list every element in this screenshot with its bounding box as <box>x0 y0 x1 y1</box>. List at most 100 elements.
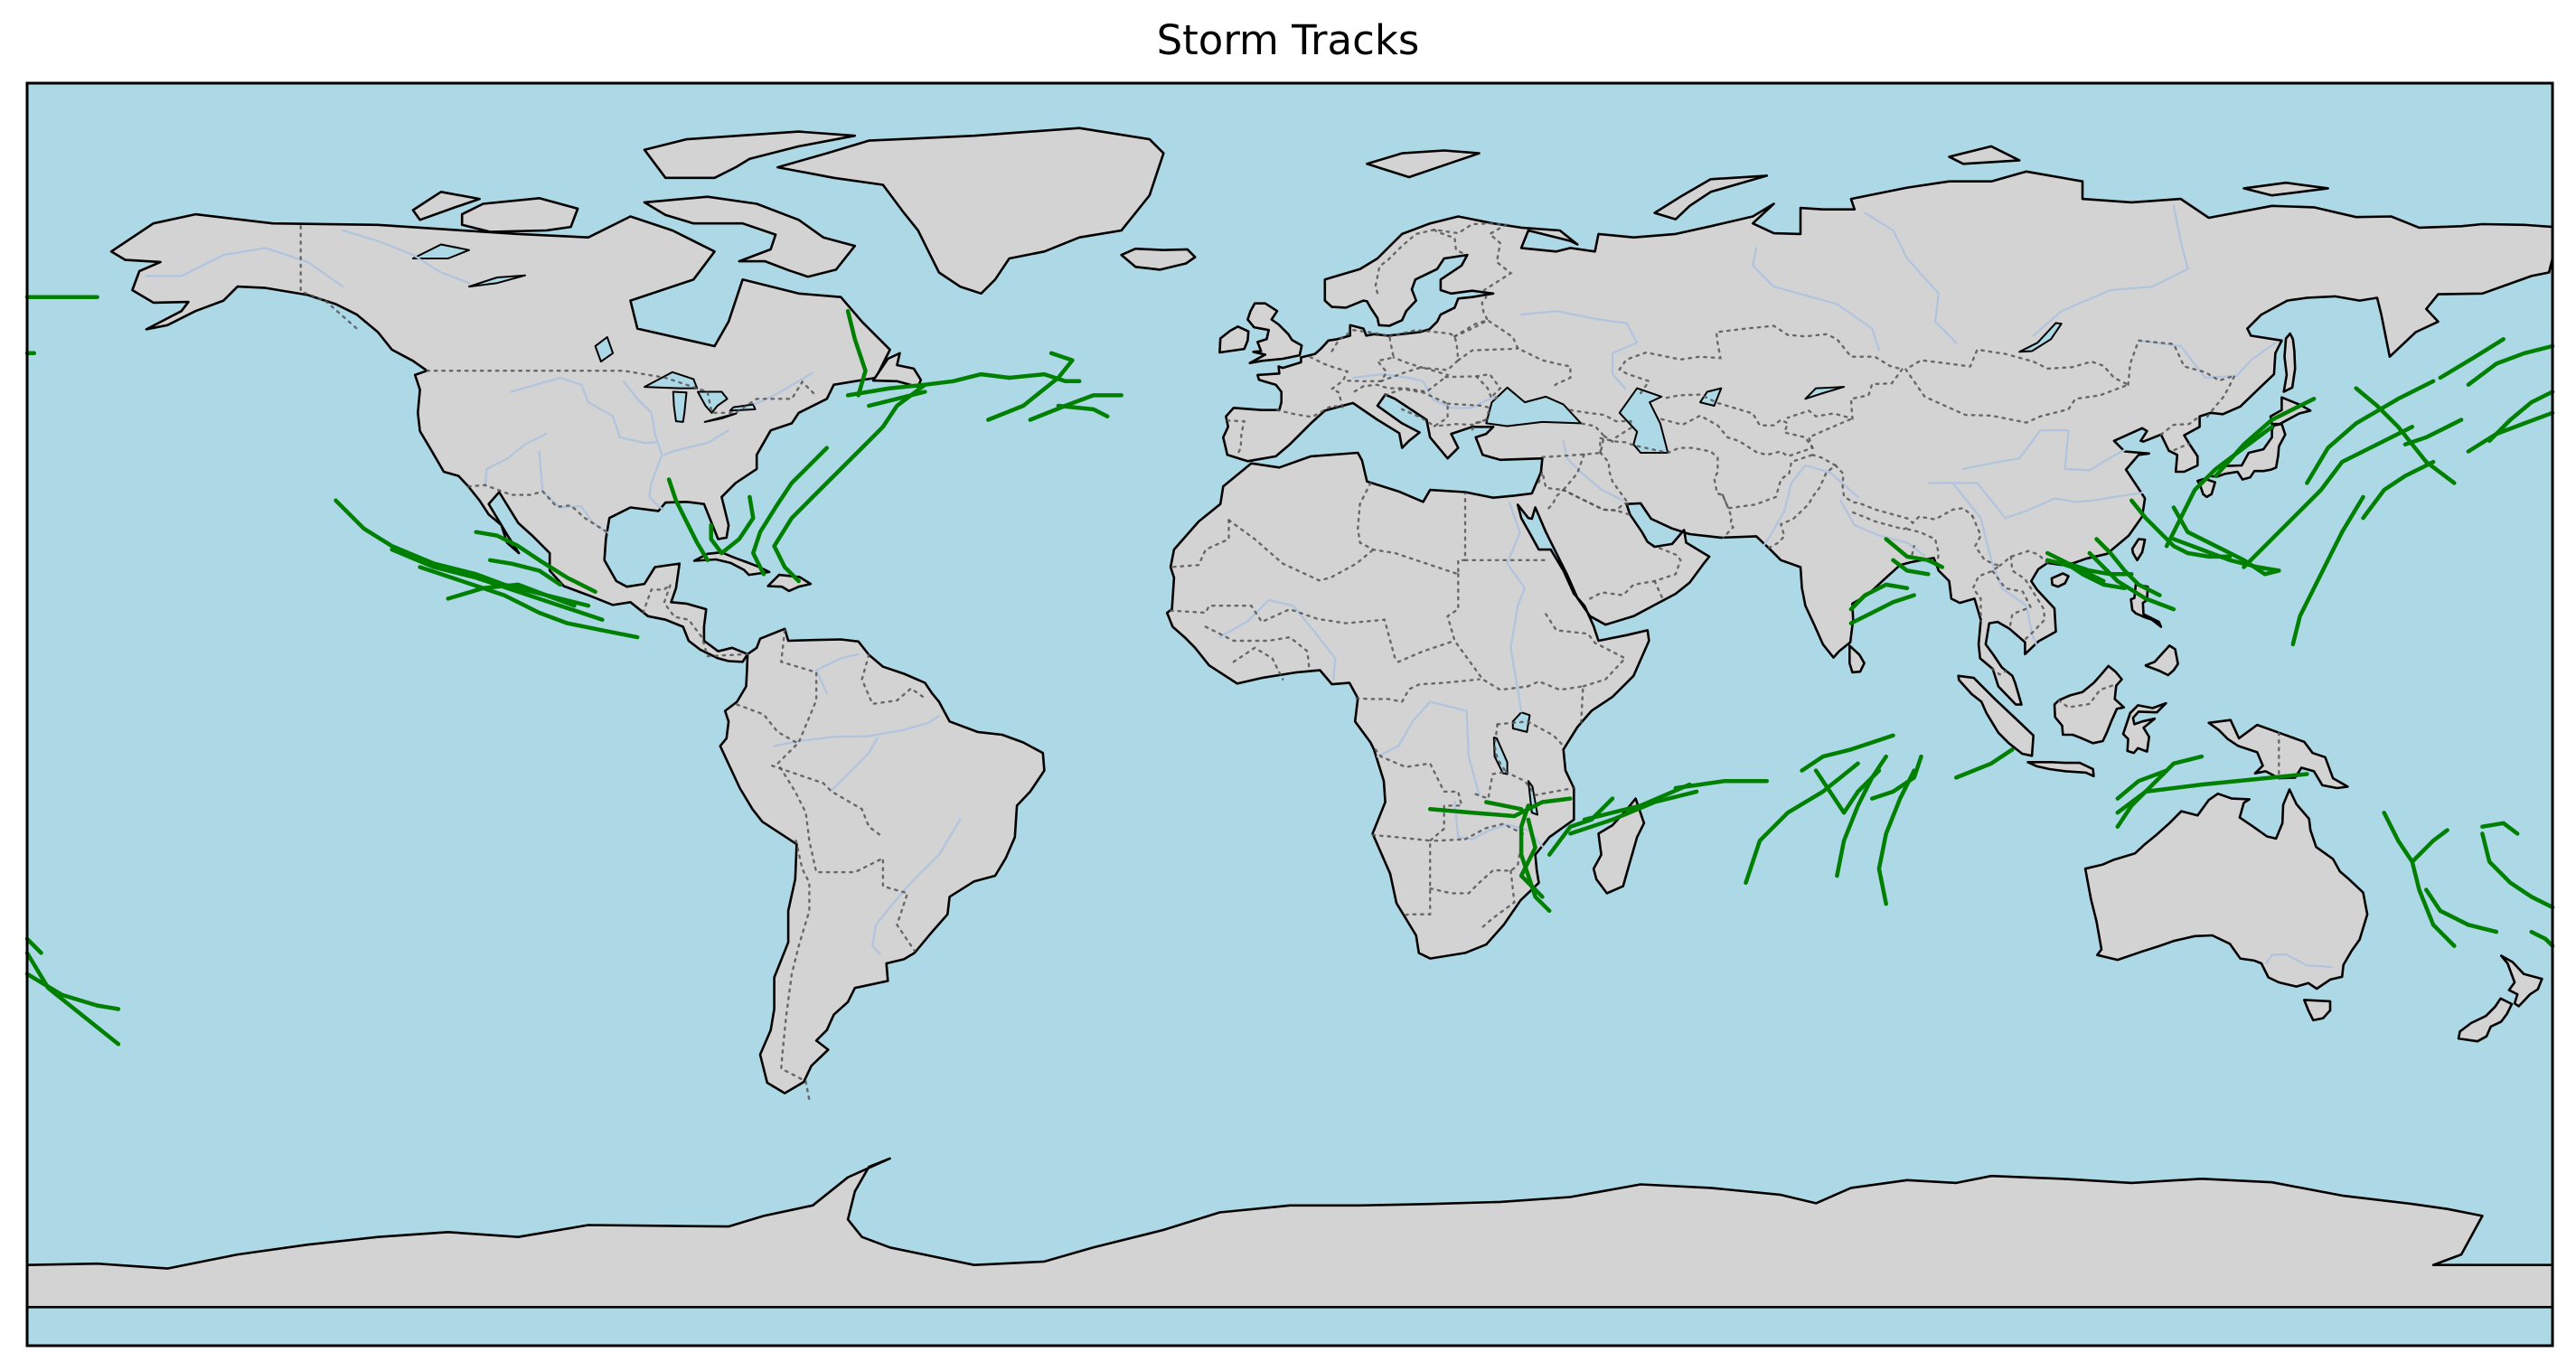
river-amur <box>2138 339 2277 380</box>
border-central-europe <box>1351 366 1450 394</box>
border-caucasus <box>1569 408 1633 444</box>
land-layer <box>25 127 2554 1309</box>
river-murray <box>2265 953 2333 968</box>
storm-track-sio-7 <box>1582 782 1692 822</box>
lake-lake-balkhash <box>1804 386 1846 400</box>
lake-lake-winnipeg <box>594 336 615 363</box>
land-great-britain <box>1246 302 1303 364</box>
storm-track-wpac-4 <box>2354 386 2457 485</box>
storm-track-atl-4 <box>772 382 927 584</box>
lake-caspian-sea <box>1618 387 1669 454</box>
border-sahel <box>1169 605 1456 663</box>
river-niger <box>1218 598 1337 681</box>
river-mississippi <box>622 380 664 511</box>
border-alaska-canada <box>299 225 358 330</box>
river-ohio <box>663 429 730 456</box>
land-north-america <box>109 212 891 663</box>
land-ireland <box>1218 325 1250 354</box>
border-sahara-west <box>1169 519 1230 568</box>
land-novaya-zemlya <box>1653 174 1769 221</box>
lake-black-sea <box>1485 386 1583 427</box>
map-frame <box>25 81 2554 1348</box>
river-yellow-river <box>1962 429 2126 472</box>
border-west-africa <box>1204 625 1311 671</box>
border-east-africa <box>1526 680 1584 728</box>
border-spain-portugal <box>1226 419 1246 455</box>
storm-track-atl-7 <box>867 390 927 408</box>
border-kazakhstan-east <box>1786 368 1904 420</box>
storm-track-sio-12 <box>1813 768 1882 815</box>
storm-track-atl-9 <box>986 351 1075 422</box>
storm-track-spac-7 <box>24 951 121 1047</box>
river-yangtze <box>1927 482 2144 520</box>
river-colorado <box>484 433 548 488</box>
border-myanmar <box>1971 514 2003 623</box>
storm-track-wpac-16 <box>2438 337 2505 380</box>
border-central-asia <box>1660 393 1815 458</box>
storm-track-aus-3 <box>2115 768 2169 801</box>
map-title: Storm Tracks <box>1156 16 1420 64</box>
border-pakistan-india <box>1767 454 1838 549</box>
land-antarctica <box>25 1157 2554 1309</box>
land-sumatra <box>1957 674 2035 757</box>
river-lena <box>2032 204 2189 337</box>
storm-track-atl-5 <box>845 308 868 398</box>
river-mackenzie <box>342 229 471 285</box>
border-layer <box>299 221 2280 1102</box>
river-volga <box>1520 310 1639 390</box>
storm-track-wpac-2 <box>2242 425 2415 569</box>
border-iran <box>1598 437 1735 540</box>
border-belarus-ukraine <box>1453 318 1572 389</box>
border-us-mexico <box>467 484 609 534</box>
river-indus <box>1762 464 1859 548</box>
land-iceland <box>1120 247 1197 271</box>
storm-track-epac-6 <box>487 558 563 587</box>
storm-track-atl-2 <box>709 522 724 556</box>
river-parana <box>871 818 962 955</box>
border-middle-east <box>1537 452 1586 492</box>
storm-track-wpac-5 <box>2305 379 2436 485</box>
land-java <box>2026 761 2095 778</box>
storm-track-wpac-7 <box>2129 498 2233 559</box>
land-banks-island <box>411 191 481 221</box>
land-baffin-island <box>643 195 857 278</box>
border-ukraine-west <box>1457 347 1519 362</box>
land-greenland <box>776 127 1165 296</box>
land-new-guinea <box>2207 718 2349 790</box>
land-hispaniola <box>766 573 813 593</box>
storm-track-spac-6 <box>2529 929 2555 948</box>
border-mozambique-sa <box>1481 869 1516 928</box>
border-nepal <box>1852 511 1910 531</box>
storm-track-atl-3 <box>751 446 830 577</box>
lake-great-bear-lake <box>411 243 470 259</box>
border-malaysia-thailand <box>1990 667 2007 676</box>
land-victoria-island <box>460 197 579 233</box>
border-india-china <box>1834 464 1974 525</box>
lake-lake-superior <box>644 371 699 390</box>
storm-track-sio-5 <box>1547 796 1615 857</box>
storm-track-sio-10 <box>1744 761 1860 886</box>
storm-track-atl-6 <box>845 371 1011 398</box>
storm-track-atl-11 <box>1056 403 1110 418</box>
storm-track-sio-15 <box>1954 747 2015 780</box>
border-south-america-interior <box>776 629 916 953</box>
storm-track-wpac-15 <box>2361 459 2436 521</box>
storm-track-wpac-1 <box>2171 505 2281 577</box>
storm-track-spac-4 <box>2480 821 2520 836</box>
border-algeria-mali <box>1227 519 1375 582</box>
river-yukon <box>145 247 344 288</box>
land-madagascar <box>1592 797 1646 895</box>
lake-aral-sea <box>1699 387 1723 407</box>
storm-track-spac-1 <box>2382 810 2457 948</box>
land-honshu <box>2206 422 2287 481</box>
storm-track-epac-4 <box>446 582 577 608</box>
land-severnaya-zemlya <box>1948 145 2021 165</box>
land-new-siberian-islands <box>2242 181 2329 197</box>
border-balkans <box>1384 388 1449 427</box>
river-danube <box>1351 373 1499 409</box>
land-afro-eurasia <box>1165 170 2554 960</box>
river-missouri <box>510 376 658 445</box>
river-nile <box>1506 502 1527 713</box>
storm-track-nio-4 <box>1848 593 1916 625</box>
